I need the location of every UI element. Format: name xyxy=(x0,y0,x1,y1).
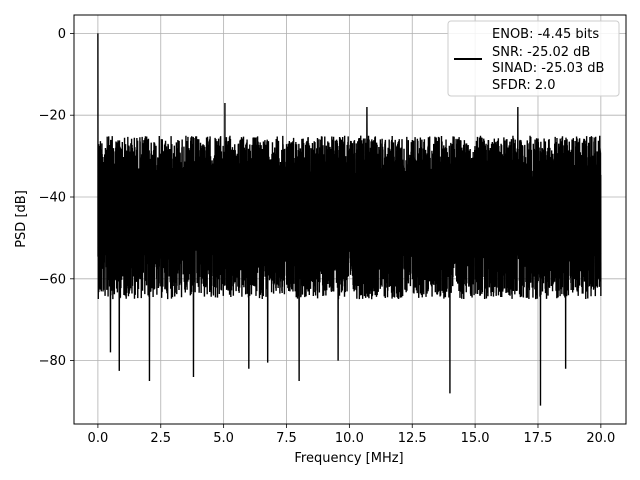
legend-box xyxy=(447,20,620,97)
legend-line-snr: SNR: -25.02 dB xyxy=(492,45,590,60)
x-tick-label: 20.0 xyxy=(586,431,615,446)
y-tick-label: −60 xyxy=(39,272,66,287)
x-tick-label: 12.5 xyxy=(398,431,427,446)
y-tick-label: −40 xyxy=(39,191,66,206)
y-tick-label: −20 xyxy=(39,109,66,124)
legend: ENOB: -4.45 bits SNR: -25.02 dB SINAD: -… xyxy=(447,20,620,97)
legend-line-sinad: SINAD: -25.03 dB xyxy=(492,61,604,76)
x-tick-label: 10.0 xyxy=(335,431,364,446)
x-axis-label: Frequency [MHz] xyxy=(294,451,403,466)
x-tick-label: 5.0 xyxy=(213,431,234,446)
x-tick-label: 17.5 xyxy=(524,431,553,446)
y-tick-label: 0 xyxy=(58,27,66,42)
x-tick-label: 0.0 xyxy=(88,431,109,446)
y-axis-label: PSD [dB] xyxy=(14,190,29,248)
y-tick-label: −80 xyxy=(39,354,66,369)
x-tick-label: 15.0 xyxy=(461,431,490,446)
plot-frame xyxy=(73,14,627,425)
x-tick-label: 7.5 xyxy=(276,431,297,446)
legend-line-sfdr: SFDR: 2.0 xyxy=(492,78,556,93)
psd-series xyxy=(97,33,602,406)
psd-line xyxy=(97,33,602,406)
ticks: 0.0 2.5 5.0 7.5 10.0 12.5 15.0 17.5 20.0 0 −20 −40 −… xyxy=(39,27,616,446)
x-tick-label: 2.5 xyxy=(150,431,171,446)
legend-line-enob: ENOB: -4.45 bits xyxy=(492,27,599,42)
